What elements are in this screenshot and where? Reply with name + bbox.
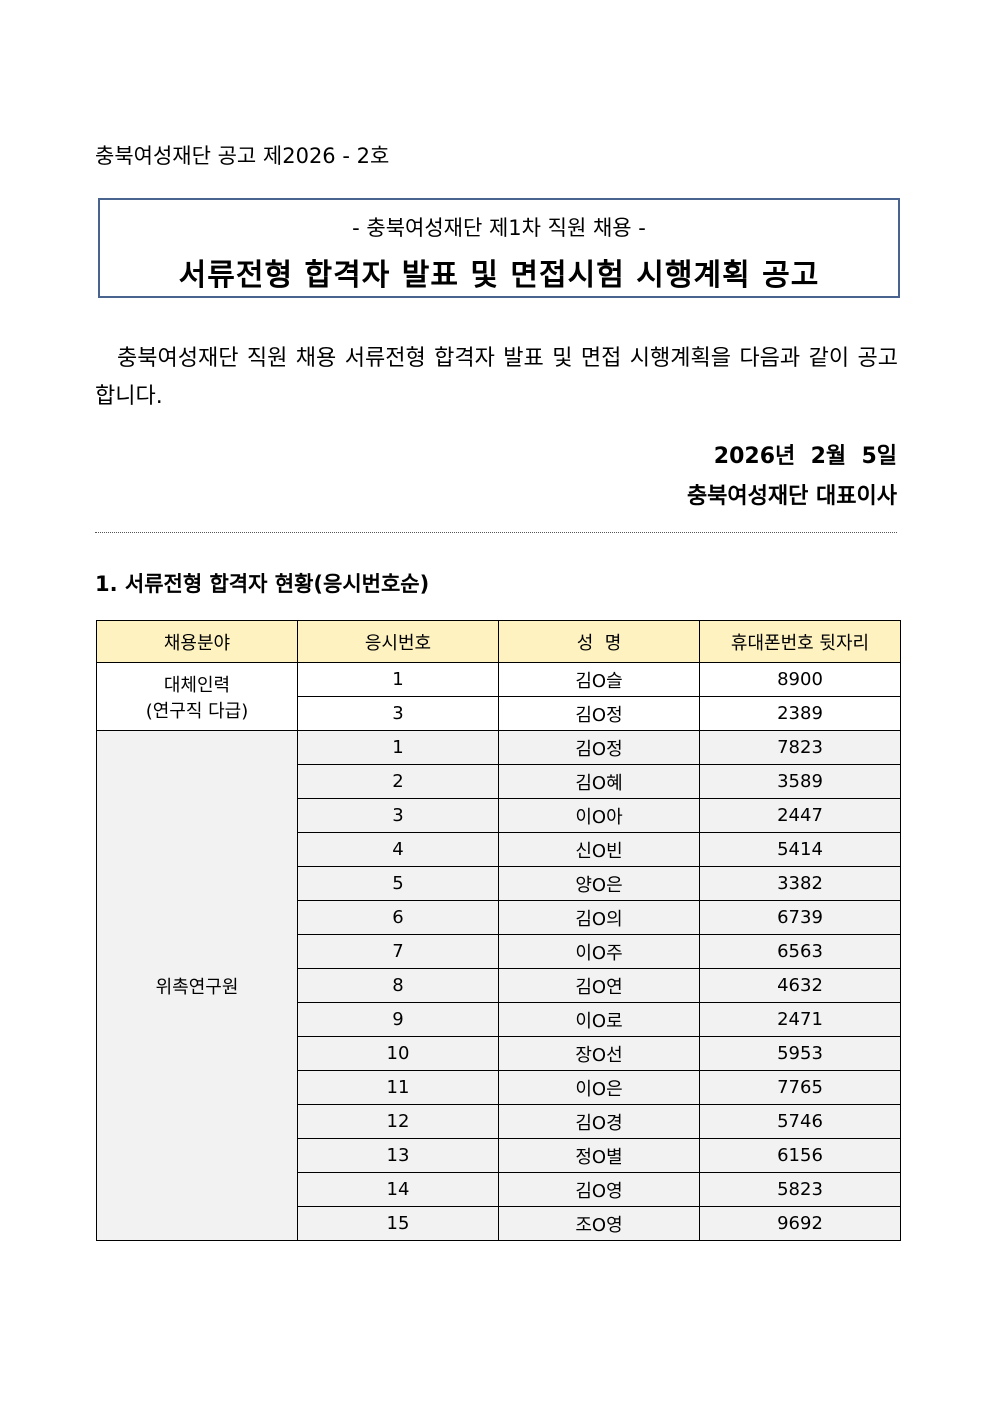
column-header: 성 명 — [498, 620, 700, 663]
name-cell: 김O의 — [498, 900, 700, 935]
applicant-number-cell: 12 — [297, 1104, 499, 1139]
column-header: 채용분야 — [96, 620, 298, 663]
phone-last-digits-cell: 5746 — [699, 1104, 901, 1139]
phone-last-digits-cell: 7823 — [699, 730, 901, 765]
table-row: 5 양O은 3382 — [97, 866, 901, 901]
name-cell: 장O선 — [498, 1036, 700, 1071]
applicant-number-cell: 6 — [297, 900, 499, 935]
applicant-number-cell: 3 — [297, 696, 499, 731]
name-cell: 김O경 — [498, 1104, 700, 1139]
name-cell: 김O슬 — [498, 662, 700, 697]
phone-last-digits-cell: 5953 — [699, 1036, 901, 1071]
name-cell: 이O주 — [498, 934, 700, 969]
table-row: 2 김O혜 3589 — [97, 764, 901, 799]
table-row: 9 이O로 2471 — [97, 1002, 901, 1037]
table-row: 7 이O주 6563 — [97, 934, 901, 969]
applicant-number-cell: 11 — [297, 1070, 499, 1105]
table-row: 15 조O영 9692 — [97, 1206, 901, 1241]
applicant-number-cell: 3 — [297, 798, 499, 833]
section-heading: 1. 서류전형 합격자 현황(응시번호순) — [95, 572, 430, 596]
name-cell: 이O로 — [498, 1002, 700, 1037]
applicant-number-cell: 2 — [297, 764, 499, 799]
table-row: 대체인력 (연구직 다급) 1 김O슬 8900 — [96, 662, 901, 731]
phone-last-digits-cell: 8900 — [699, 662, 901, 697]
title-box: - 충북여성재단 제1차 직원 채용 - 서류전형 합격자 발표 및 면접시험 … — [98, 198, 900, 298]
applicant-number-cell: 13 — [297, 1138, 499, 1173]
phone-last-digits-cell: 2471 — [699, 1002, 901, 1037]
name-cell: 김O영 — [498, 1172, 700, 1207]
phone-last-digits-cell: 5414 — [699, 832, 901, 867]
phone-last-digits-cell: 6739 — [699, 900, 901, 935]
column-header: 응시번호 — [297, 620, 499, 663]
name-cell: 김O연 — [498, 968, 700, 1003]
phone-last-digits-cell: 6563 — [699, 934, 901, 969]
table-row: 14 김O영 5823 — [97, 1172, 901, 1207]
intro-paragraph: 충북여성재단 직원 채용 서류전형 합격자 발표 및 면접 시행계획을 다음과 … — [95, 340, 898, 416]
notice-number: 충북여성재단 공고 제2026 - 2호 — [95, 144, 390, 168]
table-row: 8 김O연 4632 — [97, 968, 901, 1003]
phone-last-digits-cell: 5823 — [699, 1172, 901, 1207]
name-cell: 정O별 — [498, 1138, 700, 1173]
name-cell: 양O은 — [498, 866, 700, 901]
name-cell: 김O혜 — [498, 764, 700, 799]
field-cell: 위촉연구원 — [96, 730, 298, 1241]
table-row: 3 이O아 2447 — [97, 798, 901, 833]
applicant-number-cell: 9 — [297, 1002, 499, 1037]
table-header-row: 채용분야 응시번호 성 명 휴대폰번호 뒷자리 — [96, 620, 901, 663]
applicant-number-cell: 10 — [297, 1036, 499, 1071]
phone-last-digits-cell: 2389 — [699, 696, 901, 731]
page-title: 서류전형 합격자 발표 및 면접시험 시행계획 공고 — [178, 258, 820, 293]
name-cell: 이O아 — [498, 798, 700, 833]
name-cell: 신O빈 — [498, 832, 700, 867]
table-row: 3 김O정 2389 — [97, 696, 901, 731]
name-cell: 김O정 — [498, 696, 700, 731]
applicant-number-cell: 5 — [297, 866, 499, 901]
phone-last-digits-cell: 7765 — [699, 1070, 901, 1105]
table-row: 4 신O빈 5414 — [97, 832, 901, 867]
applicant-number-cell: 1 — [297, 662, 499, 697]
subtitle: - 충북여성재단 제1차 직원 채용 - — [352, 216, 646, 240]
results-table: 채용분야 응시번호 성 명 휴대폰번호 뒷자리 대체인력 (연구직 다급) 1 김O… — [96, 620, 901, 1241]
phone-last-digits-cell: 3382 — [699, 866, 901, 901]
phone-last-digits-cell: 6156 — [699, 1138, 901, 1173]
phone-last-digits-cell: 2447 — [699, 798, 901, 833]
applicant-number-cell: 15 — [297, 1206, 499, 1241]
signer: 충북여성재단 대표이사 — [686, 484, 897, 509]
name-cell: 이O은 — [498, 1070, 700, 1105]
announcement-date: 2026년 2월 5일 — [713, 444, 897, 469]
field-cell: 대체인력 (연구직 다급) — [96, 662, 298, 731]
table-row: 11 이O은 7765 — [97, 1070, 901, 1105]
intro-text: 충북여성재단 직원 채용 서류전형 합격자 발표 및 면접 시행계획을 다음과 … — [95, 346, 898, 409]
phone-last-digits-cell: 9692 — [699, 1206, 901, 1241]
phone-last-digits-cell: 3589 — [699, 764, 901, 799]
applicant-number-cell: 1 — [297, 730, 499, 765]
name-cell: 조O영 — [498, 1206, 700, 1241]
table-row: 10 장O선 5953 — [97, 1036, 901, 1071]
table-row: 13 정O별 6156 — [97, 1138, 901, 1173]
phone-last-digits-cell: 4632 — [699, 968, 901, 1003]
applicant-number-cell: 4 — [297, 832, 499, 867]
name-cell: 김O정 — [498, 730, 700, 765]
applicant-number-cell: 7 — [297, 934, 499, 969]
applicant-number-cell: 8 — [297, 968, 499, 1003]
divider — [95, 532, 897, 533]
applicant-number-cell: 14 — [297, 1172, 499, 1207]
table-row: 위촉연구원 1 김O정 7823 — [96, 730, 901, 1241]
column-header: 휴대폰번호 뒷자리 — [699, 620, 901, 663]
